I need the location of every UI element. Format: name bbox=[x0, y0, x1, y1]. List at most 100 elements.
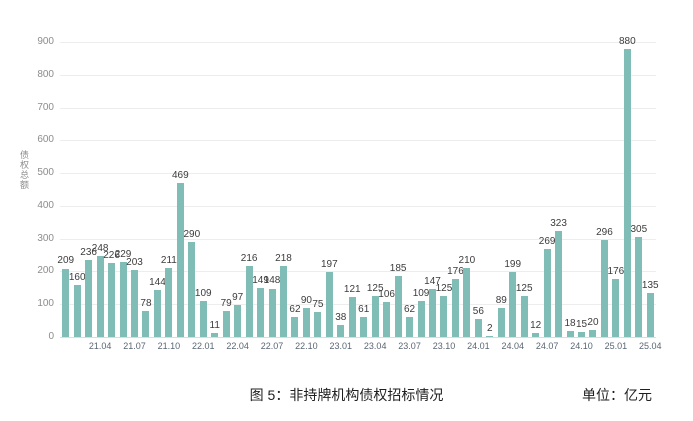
bar-21.04 bbox=[96, 255, 104, 337]
bar-24.06 bbox=[532, 333, 540, 337]
bar-23.03 bbox=[360, 317, 368, 337]
bar-21.10 bbox=[165, 267, 173, 337]
bar-22.12 bbox=[325, 272, 333, 337]
bar-value-label: 109 bbox=[194, 288, 212, 300]
y-tick-label: 700 bbox=[37, 101, 54, 113]
bar-22.08 bbox=[280, 265, 287, 337]
gridline-500 bbox=[60, 173, 656, 175]
caption-row: 图 5：非持牌机构债权招标情况 单位：亿元 bbox=[0, 385, 693, 407]
bar-22.09 bbox=[291, 316, 299, 337]
bar-value-label: 12 bbox=[530, 320, 542, 332]
bar-23.12 bbox=[463, 268, 471, 337]
bar-value-label: 290 bbox=[183, 228, 201, 240]
gridline-300 bbox=[60, 238, 656, 240]
bar-value-label: 18 bbox=[564, 318, 576, 330]
bar-value-label: 269 bbox=[538, 235, 556, 247]
bar-21.02 bbox=[73, 284, 81, 337]
bar-21.01 bbox=[62, 268, 70, 337]
bar-value-label: 11 bbox=[209, 320, 220, 332]
y-tick-label: 500 bbox=[37, 167, 54, 179]
bar-value-label: 78 bbox=[140, 298, 152, 310]
bar-23.07 bbox=[406, 316, 414, 337]
bar-25.04 bbox=[646, 292, 654, 337]
bar-value-label: 147 bbox=[424, 275, 441, 287]
bar-value-label: 56 bbox=[472, 305, 484, 317]
gridline-900 bbox=[60, 42, 656, 43]
gridline-200 bbox=[60, 271, 656, 273]
gridline-700 bbox=[60, 107, 656, 109]
bar-24.02 bbox=[486, 336, 494, 337]
bar-value-label: 211 bbox=[160, 254, 177, 266]
bar-21.09 bbox=[153, 289, 161, 337]
bar-value-label: 97 bbox=[232, 292, 244, 304]
x-tick-label: 24.10 bbox=[570, 341, 593, 351]
bar-value-label: 38 bbox=[335, 311, 347, 323]
bar-value-label: 149 bbox=[252, 275, 269, 287]
y-tick-label: 900 bbox=[37, 36, 54, 47]
y-tick-label: 100 bbox=[37, 298, 54, 310]
gridline-400 bbox=[60, 205, 656, 207]
bar-value-label: 209 bbox=[57, 255, 75, 267]
bar-22.03 bbox=[222, 311, 230, 337]
bar-value-label: 62 bbox=[404, 303, 416, 315]
bar-24.05 bbox=[520, 296, 528, 337]
bar-value-label: 199 bbox=[504, 258, 522, 270]
y-tick-label: 600 bbox=[37, 134, 54, 146]
x-tick-label: 24.04 bbox=[501, 341, 524, 351]
figure-caption: 图 5：非持牌机构债权招标情况 bbox=[249, 387, 444, 403]
x-tick-label: 23.04 bbox=[363, 341, 387, 351]
x-tick-label: 22.10 bbox=[295, 341, 318, 351]
bar-25.02 bbox=[623, 48, 631, 337]
x-tick-label: 23.10 bbox=[432, 341, 456, 351]
bar-21.05 bbox=[108, 262, 116, 337]
y-tick-label: 400 bbox=[37, 199, 54, 211]
bar-value-label: 144 bbox=[149, 276, 166, 288]
bar-23.09 bbox=[429, 288, 436, 337]
bar-value-label: 305 bbox=[630, 224, 648, 236]
bar-value-label: 226 bbox=[103, 249, 120, 261]
bar-23.11 bbox=[451, 279, 459, 337]
bar-21.11 bbox=[176, 183, 184, 337]
bar-value-label: 148 bbox=[263, 275, 281, 287]
bar-21.12 bbox=[188, 241, 196, 337]
bar-22.01 bbox=[199, 301, 207, 337]
bar-value-label: 89 bbox=[495, 294, 507, 306]
bar-value-label: 125 bbox=[435, 283, 453, 295]
x-tick-label: 24.07 bbox=[535, 341, 559, 351]
x-tick-label: 22.04 bbox=[226, 341, 249, 351]
bar-24.01 bbox=[474, 318, 482, 337]
bar-value-label: 210 bbox=[458, 255, 476, 267]
bar-21.06 bbox=[119, 261, 127, 337]
bar-value-label: 236 bbox=[80, 246, 97, 258]
bar-value-label: 160 bbox=[68, 271, 86, 283]
bar-value-label: 75 bbox=[312, 299, 324, 311]
bar-24.10 bbox=[578, 332, 585, 337]
bar-value-label: 62 bbox=[289, 303, 301, 315]
bar-value-label: 90 bbox=[300, 294, 312, 306]
bar-25.03 bbox=[635, 237, 643, 337]
bar-21.08 bbox=[142, 311, 150, 337]
bar-21.07 bbox=[131, 270, 138, 337]
bar-value-label: 176 bbox=[607, 266, 625, 278]
bar-value-label: 79 bbox=[220, 298, 232, 310]
bar-value-label: 880 bbox=[619, 35, 636, 47]
x-tick-label: 21.10 bbox=[157, 341, 181, 351]
bar-24.12 bbox=[600, 239, 608, 337]
y-axis-title: 债权总额 bbox=[19, 150, 29, 190]
gridline-100 bbox=[60, 304, 656, 306]
unit-label: 单位：亿元 bbox=[582, 387, 652, 403]
bar-23.05 bbox=[383, 302, 391, 337]
bar-value-label: 203 bbox=[126, 257, 143, 269]
bar-value-label: 323 bbox=[550, 218, 567, 230]
bar-22.10 bbox=[302, 307, 310, 337]
gridline-800 bbox=[60, 74, 656, 76]
x-tick-label: 22.01 bbox=[192, 341, 215, 351]
bar-value-label: 135 bbox=[641, 279, 659, 291]
bar-24.03 bbox=[497, 307, 505, 337]
bar-24.04 bbox=[509, 271, 517, 337]
y-tick-label: 200 bbox=[37, 265, 54, 277]
plot-area: 209 160 236 248 21.04 226 229 203 21.07 78 144 211 2… bbox=[57, 36, 661, 351]
bar-22.04 bbox=[234, 305, 242, 337]
